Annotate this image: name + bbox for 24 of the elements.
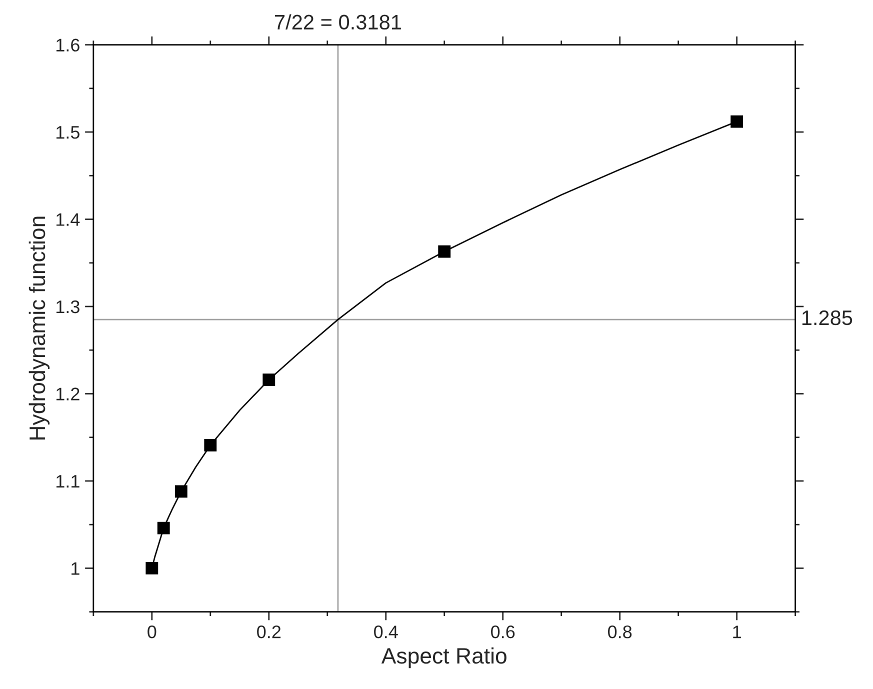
- y-tick-label: 1.1: [56, 475, 80, 488]
- y-tick-label: 1.4: [56, 213, 80, 226]
- y-tick-label: 1.6: [56, 38, 80, 52]
- y-tick-label: 1: [72, 562, 80, 575]
- y-tick-label: 1.3: [56, 300, 80, 314]
- y-axis-title: Hydrodynamic function: [28, 216, 50, 440]
- point: [204, 438, 217, 452]
- point: [438, 245, 451, 258]
- y-tick-label: 1.5: [56, 126, 80, 139]
- x-tick-label: 0.2: [257, 626, 281, 638]
- y-tick-label: 1.2: [56, 388, 80, 400]
- point: [262, 374, 276, 386]
- x-tick-label: 0: [148, 626, 156, 638]
- point: [174, 485, 188, 498]
- x-tick-label: 1: [733, 626, 741, 638]
- x-axis-title: Aspect Ratio: [381, 647, 506, 668]
- ref-line-label: 7/22 = 0.3181: [275, 14, 401, 30]
- x-tick-label: 0.6: [491, 626, 515, 638]
- x-tick-label: 0.4: [374, 626, 398, 638]
- point: [157, 522, 170, 534]
- x-tick-label: 0.8: [608, 626, 632, 638]
- point: [146, 562, 158, 574]
- ref-line-label: 1.285: [802, 310, 852, 326]
- point: [730, 115, 744, 128]
